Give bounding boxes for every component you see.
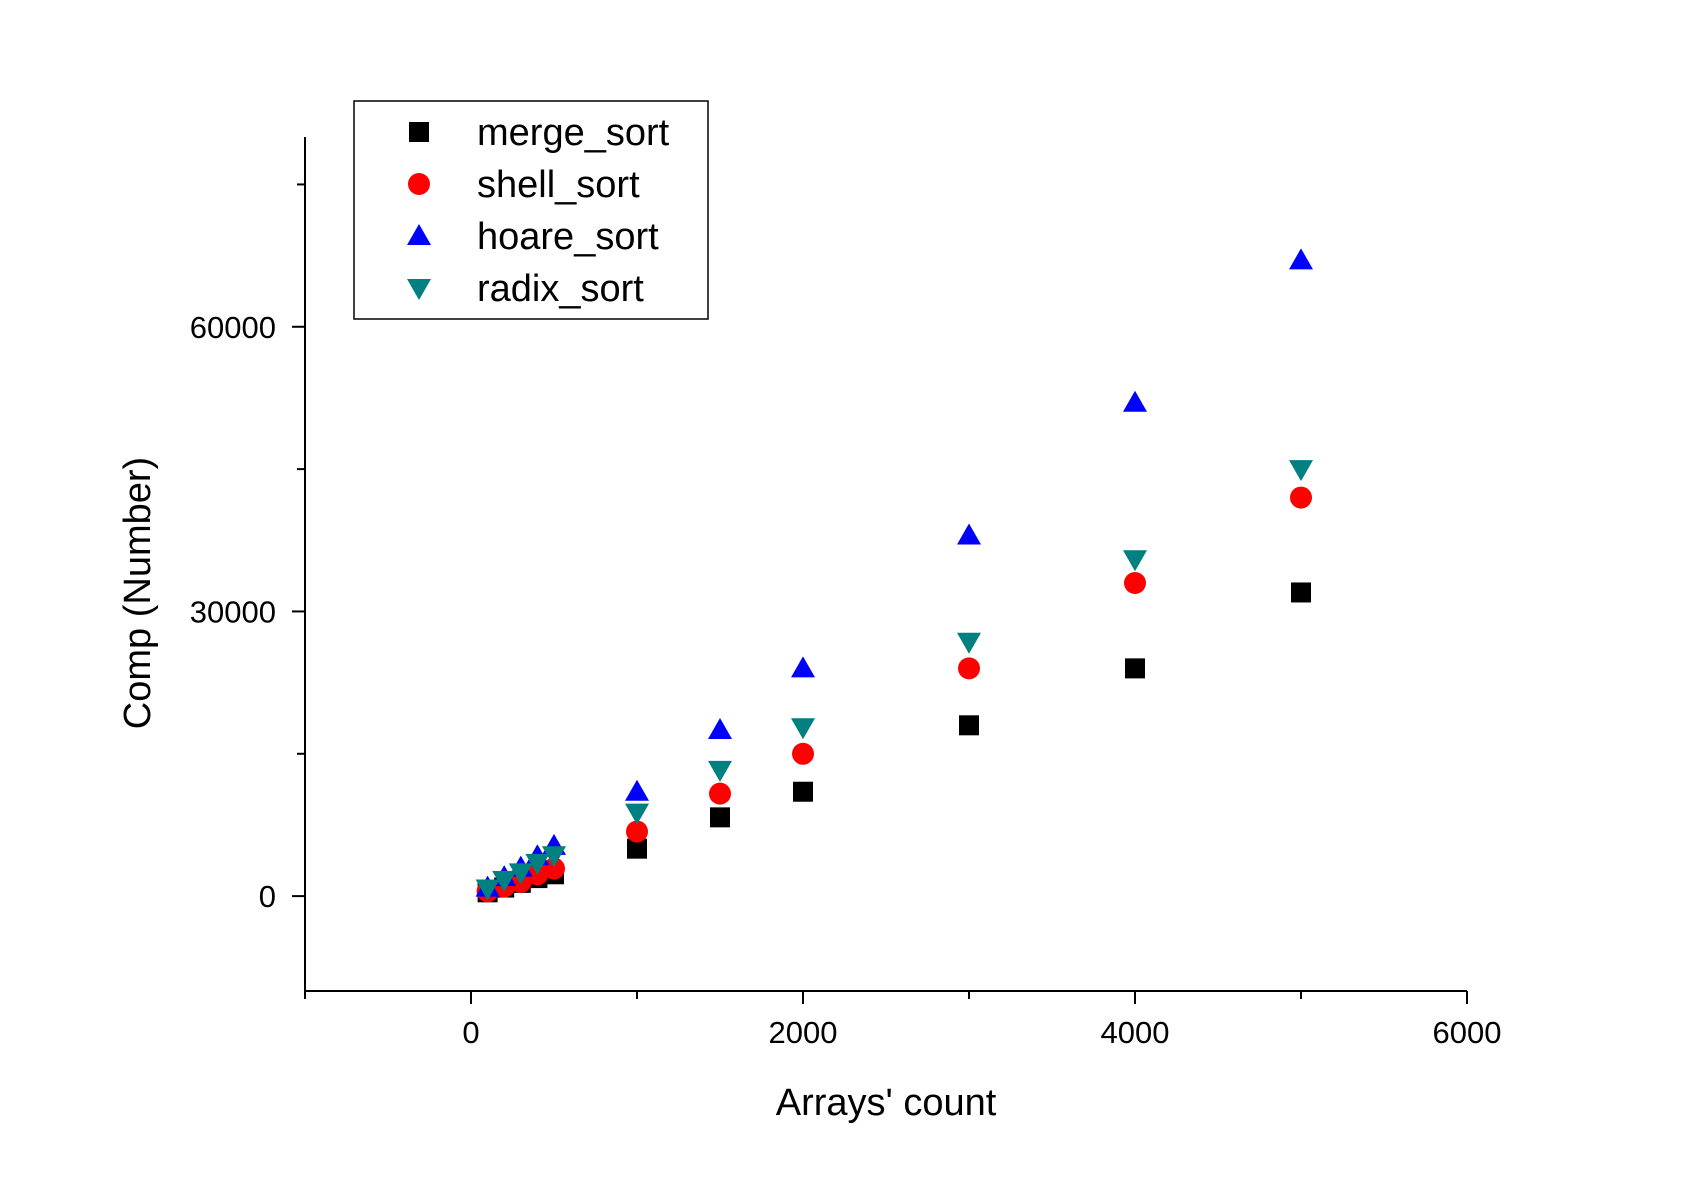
hoare_sort-point [708,718,732,740]
legend-label: radix_sort [477,268,644,310]
y-tick-label: 30000 [190,594,276,629]
shell_sort-legend-marker [408,173,430,195]
radix_sort-legend-marker [407,279,431,300]
shell_sort-point [709,782,731,805]
shell_sort-point [1290,486,1312,509]
radix_sort-point [1123,550,1147,572]
shell_sort-point [792,742,814,765]
hoare_sort-point [1123,390,1147,412]
hoare_sort-point [957,523,981,545]
radix_sort-point [542,846,566,868]
y-tick-label: 60000 [190,310,276,345]
merge_sort-point [1125,658,1145,679]
merge_sort-point [1291,582,1311,603]
y-axis-title: Comp (Number) [117,457,159,729]
axes [304,137,1467,992]
x-tick-label: 6000 [1433,1015,1502,1050]
y-tick-label: 0 [259,879,276,914]
merge_sort-point [710,807,730,828]
legend-label: merge_sort [477,112,670,154]
radix_sort-point [625,803,649,825]
radix_sort-point [1289,460,1313,482]
merge_sort-point [959,715,979,736]
shell_sort-point [1124,571,1146,594]
legend-label: hoare_sort [477,216,659,258]
x-tick-label: 2000 [769,1015,838,1050]
shell_sort-point [626,820,648,843]
shell_sort-point [958,657,980,680]
radix_sort-point [525,853,550,875]
merge_sort-legend-marker [409,122,429,142]
hoare_sort-point [1289,248,1313,270]
data-points [475,248,1313,903]
radix_sort-point [492,870,517,892]
x-tick-label: 0 [462,1015,479,1050]
x-tick-label: 4000 [1101,1015,1170,1050]
x-axis-title: Arrays' count [776,1082,997,1124]
merge_sort-point [627,838,647,859]
radix_sort-point [475,879,500,901]
merge_sort-point [793,781,813,802]
hoare_sort-point [791,656,815,678]
y-ticks: 0 30000 60000 [190,183,305,914]
hoare_sort-point [625,779,649,801]
x-ticks: 0 2000 4000 6000 [304,991,1502,1050]
legend-label: shell_sort [477,164,640,206]
radix_sort-point [508,863,533,885]
shell_sort-point [543,857,565,880]
hoare_sort-legend-marker [407,224,431,245]
legend: merge_sort shell_sort hoare_sort radix_sort [353,100,709,320]
radix_sort-point [791,718,815,740]
radix_sort-point [957,632,981,654]
radix_sort-point [708,760,732,782]
